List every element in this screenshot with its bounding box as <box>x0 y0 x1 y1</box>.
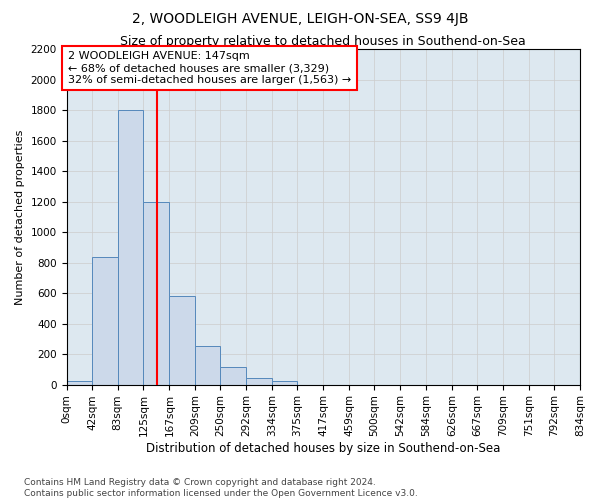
Bar <box>143 202 169 384</box>
Bar <box>195 346 220 385</box>
Title: Size of property relative to detached houses in Southend-on-Sea: Size of property relative to detached ho… <box>121 35 526 48</box>
Text: Contains HM Land Registry data © Crown copyright and database right 2024.
Contai: Contains HM Land Registry data © Crown c… <box>24 478 418 498</box>
Bar <box>67 381 92 384</box>
Bar <box>272 381 298 384</box>
Bar <box>118 110 143 384</box>
Bar <box>220 367 247 384</box>
Text: 2, WOODLEIGH AVENUE, LEIGH-ON-SEA, SS9 4JB: 2, WOODLEIGH AVENUE, LEIGH-ON-SEA, SS9 4… <box>132 12 468 26</box>
X-axis label: Distribution of detached houses by size in Southend-on-Sea: Distribution of detached houses by size … <box>146 442 500 455</box>
Bar <box>247 378 272 384</box>
Bar <box>169 296 195 384</box>
Text: 2 WOODLEIGH AVENUE: 147sqm
← 68% of detached houses are smaller (3,329)
32% of s: 2 WOODLEIGH AVENUE: 147sqm ← 68% of deta… <box>68 52 351 84</box>
Y-axis label: Number of detached properties: Number of detached properties <box>15 129 25 304</box>
Bar <box>92 256 118 384</box>
